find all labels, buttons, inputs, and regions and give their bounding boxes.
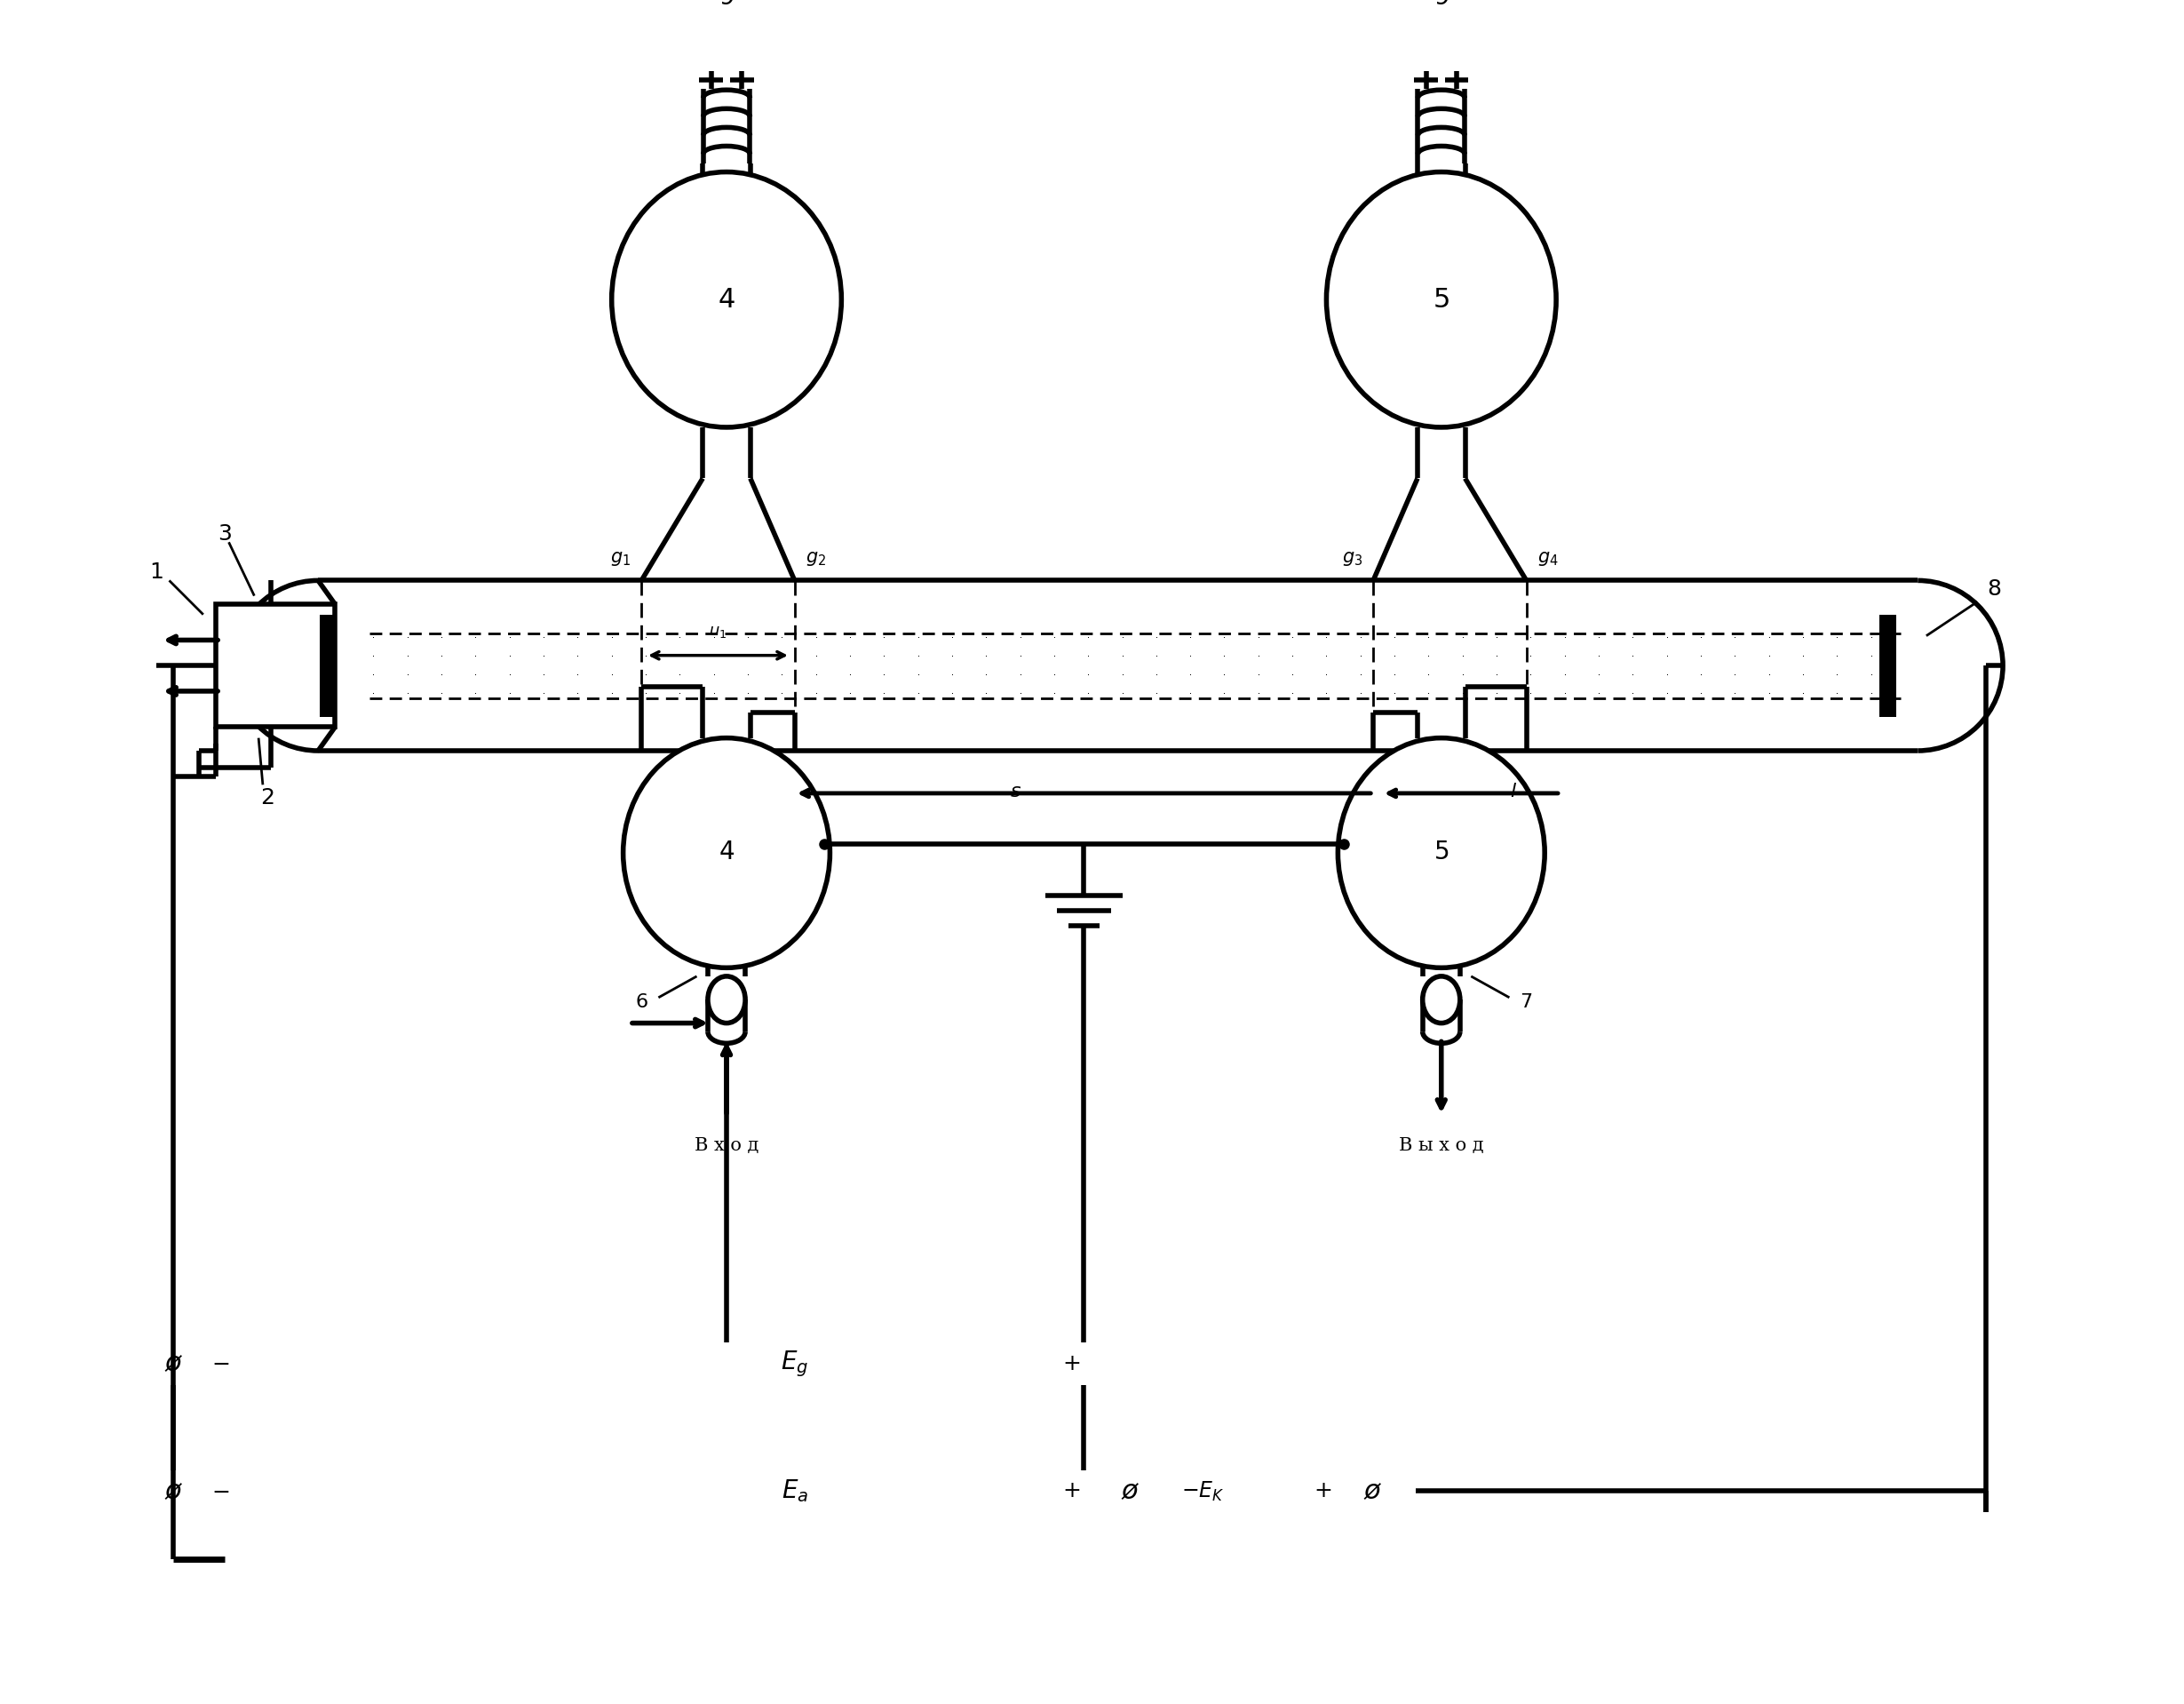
Text: $-$: $-$ bbox=[212, 1353, 229, 1373]
Text: $1$: $1$ bbox=[149, 561, 164, 583]
Text: $3$: $3$ bbox=[218, 523, 232, 544]
Bar bbox=[319, 615, 334, 717]
Ellipse shape bbox=[1326, 172, 1557, 428]
Text: $+$: $+$ bbox=[1061, 1481, 1081, 1501]
Ellipse shape bbox=[708, 976, 745, 1022]
Text: $6$: $6$ bbox=[636, 992, 649, 1012]
Text: $g_3$: $g_3$ bbox=[1341, 550, 1363, 567]
Text: $ø$: $ø$ bbox=[164, 1477, 183, 1505]
Text: $9$: $9$ bbox=[719, 0, 734, 10]
Text: $ø$: $ø$ bbox=[1120, 1477, 1140, 1505]
Text: $g_1$: $g_1$ bbox=[609, 550, 631, 567]
Text: $s$: $s$ bbox=[1009, 782, 1022, 801]
Text: $5$: $5$ bbox=[1433, 286, 1450, 314]
Text: $u_1$: $u_1$ bbox=[710, 624, 727, 639]
Text: $7$: $7$ bbox=[1520, 992, 1533, 1012]
Text: В ы х о д: В ы х о д bbox=[1398, 1137, 1483, 1154]
Text: $+$: $+$ bbox=[1061, 1353, 1081, 1373]
Bar bbox=[216, 605, 334, 728]
Text: $g_2$: $g_2$ bbox=[806, 550, 826, 567]
Ellipse shape bbox=[1339, 738, 1544, 968]
Text: $E_g$: $E_g$ bbox=[780, 1348, 808, 1379]
Text: $9$: $9$ bbox=[1433, 0, 1450, 10]
Ellipse shape bbox=[622, 738, 830, 968]
Text: $5$: $5$ bbox=[1433, 840, 1448, 866]
Text: $-E_K$: $-E_K$ bbox=[1182, 1479, 1225, 1503]
Ellipse shape bbox=[1422, 976, 1461, 1022]
Text: $2$: $2$ bbox=[260, 787, 273, 808]
Bar bbox=[1880, 615, 1896, 717]
Text: $ø$: $ø$ bbox=[164, 1350, 183, 1377]
Ellipse shape bbox=[612, 172, 841, 428]
Text: $-$: $-$ bbox=[212, 1481, 229, 1501]
Text: $l$: $l$ bbox=[1509, 782, 1518, 801]
Text: $E_a$: $E_a$ bbox=[782, 1477, 808, 1505]
Text: $4$: $4$ bbox=[719, 840, 734, 866]
Text: $4$: $4$ bbox=[719, 286, 736, 314]
Text: $g_4$: $g_4$ bbox=[1538, 550, 1557, 567]
Text: $ø$: $ø$ bbox=[1363, 1477, 1382, 1505]
Text: $+$: $+$ bbox=[1313, 1481, 1332, 1501]
Text: $8$: $8$ bbox=[1987, 578, 2001, 600]
Text: В х о д: В х о д bbox=[695, 1137, 758, 1154]
